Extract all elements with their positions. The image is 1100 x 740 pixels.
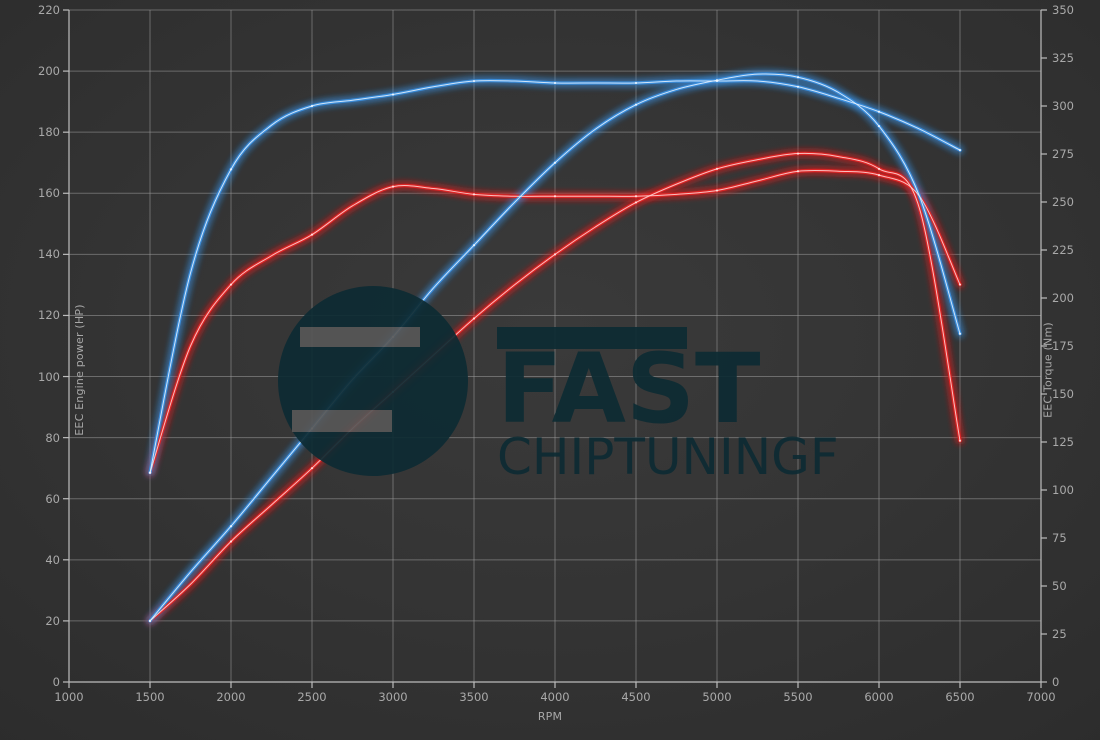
y-tick-right: 125 [1052, 435, 1074, 449]
x-tick: 6500 [945, 690, 975, 704]
x-tick: 3000 [378, 690, 408, 704]
x-tick: 6000 [864, 690, 894, 704]
y-tick-right: 50 [1052, 579, 1067, 593]
y-tick-right: 225 [1052, 243, 1074, 257]
y-tick-right: 350 [1052, 3, 1074, 17]
x-tick: 7000 [1026, 690, 1056, 704]
y-tick-right: 250 [1052, 195, 1074, 209]
x-tick: 4500 [621, 690, 651, 704]
x-tick: 1000 [54, 690, 84, 704]
y-tick-left: 40 [45, 552, 60, 567]
y-tick-left: 20 [45, 613, 60, 628]
y-tick-right: 175 [1052, 339, 1074, 353]
y-tick-left: 60 [45, 491, 60, 506]
x-tick: 2000 [216, 690, 246, 704]
y-tick-left: 0 [52, 675, 60, 689]
y-tick-left: 100 [38, 369, 60, 384]
gridlines [68, 9, 1042, 683]
y-tick-left: 140 [38, 247, 60, 262]
y-tick-right: 75 [1052, 531, 1067, 545]
y-tick-right: 100 [1052, 483, 1074, 497]
y-tick-right: 275 [1052, 147, 1074, 161]
x-tick: 4000 [540, 690, 570, 704]
x-tick: 3500 [459, 690, 489, 704]
x-tick: 5500 [783, 690, 813, 704]
y-tick-right: 150 [1052, 387, 1074, 401]
y-tick-left: 80 [45, 430, 60, 445]
y-axis-label-right: EEC Torque (Nm) [1041, 322, 1055, 418]
x-tick: 1500 [135, 690, 165, 704]
y-tick-right: 325 [1052, 51, 1074, 65]
y-tick-right: 300 [1052, 99, 1074, 113]
y-axis-label-left: EEC Engine power (HP) [73, 304, 87, 436]
y-tick-right: 25 [1052, 627, 1067, 641]
x-axis-label: RPM [537, 710, 563, 723]
y-tick-right: 0 [1052, 675, 1060, 689]
axis-lines [63, 9, 1047, 688]
y-tick-left: 200 [38, 64, 60, 79]
y-tick-left: 220 [38, 3, 60, 17]
y-tick-left: 120 [38, 308, 60, 323]
x-tick: 5000 [702, 690, 732, 704]
x-tick: 2500 [297, 690, 327, 704]
y-tick-left: 180 [38, 125, 60, 140]
y-tick-left: 160 [38, 186, 60, 201]
y-tick-right: 200 [1052, 291, 1074, 305]
